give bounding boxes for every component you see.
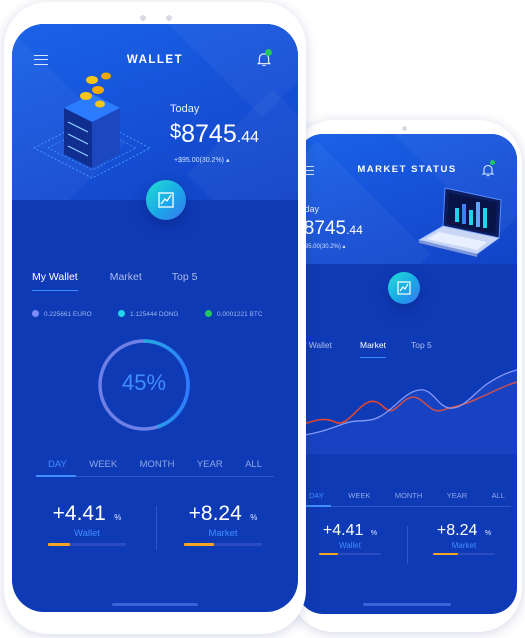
analytics-button[interactable] — [146, 180, 186, 220]
market-status-screen: MARKET STATUS Today $8745.44 +$95.00(30.… — [297, 134, 517, 614]
period-selector: DAY WEEK MONTH YEAR ALL — [48, 459, 262, 470]
period-divider — [303, 506, 511, 507]
balance-change: +$95.00(30.2%) ▴ — [174, 157, 230, 164]
period-all[interactable]: ALL — [245, 459, 262, 470]
period-all[interactable]: ALL — [491, 491, 505, 500]
progress-percent: 45% — [121, 370, 167, 395]
period-month[interactable]: MONTH — [139, 459, 175, 470]
progress-ring — [98, 339, 190, 431]
server-illustration — [33, 72, 151, 179]
period-day[interactable]: DAY — [48, 459, 67, 470]
tab-my-wallet[interactable]: My Wallet — [297, 340, 332, 350]
market-progress-bar — [433, 553, 495, 555]
wallet-screen: WALLET Today — [12, 24, 298, 612]
market-progress-bar — [184, 543, 262, 546]
currency-euro: 0.225661 EURO — [32, 310, 92, 318]
market-status-phone: MARKET STATUS Today $8745.44 +$95.00(30.… — [290, 120, 522, 632]
sensor-dot — [166, 15, 172, 21]
stat-divider — [407, 526, 408, 564]
notification-badge — [490, 160, 495, 165]
market-stat: +8.24 % Market — [168, 502, 278, 546]
period-active-indicator — [303, 505, 331, 507]
wallet-tabs: My Wallet Market Top 5 — [32, 271, 198, 291]
currency-btc: 0.0001221 BTC — [205, 310, 263, 318]
period-year[interactable]: YEAR — [446, 491, 468, 500]
page-title: MARKET STATUS — [357, 164, 457, 175]
laptop-illustration — [417, 187, 502, 257]
tab-top-5[interactable]: Top 5 — [410, 340, 432, 350]
period-month[interactable]: MONTH — [394, 491, 423, 500]
today-label: Today — [297, 204, 320, 214]
wallet-stat: +4.41 % Wallet — [32, 502, 142, 546]
notification-badge — [265, 49, 272, 56]
stat-divider — [156, 506, 157, 550]
wallet-hero — [12, 24, 298, 200]
tab-top-5[interactable]: Top 5 — [171, 271, 198, 283]
market-line-chart — [297, 369, 517, 454]
menu-icon[interactable] — [34, 55, 48, 65]
wallet-progress-bar — [319, 553, 381, 555]
tab-market[interactable]: Market — [360, 340, 386, 358]
period-day[interactable]: DAY — [309, 491, 324, 500]
balance-amount: $8745.44 — [170, 120, 259, 148]
camera-dot — [140, 15, 146, 21]
currency-dong: 1.125444 DONG — [118, 310, 178, 318]
balance-amount: $8745.44 — [297, 218, 363, 239]
camera-dot — [402, 126, 407, 131]
tab-market[interactable]: Market — [109, 271, 142, 283]
wallet-progress-bar — [48, 543, 126, 546]
chart-icon — [397, 281, 411, 295]
period-week[interactable]: WEEK — [348, 491, 371, 500]
dong-dot-icon — [118, 310, 125, 317]
home-indicator — [363, 603, 451, 606]
period-selector: DAY WEEK MONTH YEAR ALL — [309, 491, 505, 500]
period-divider — [36, 476, 274, 477]
today-label: Today — [170, 103, 200, 115]
analytics-button[interactable] — [388, 272, 420, 304]
chart-icon — [158, 192, 174, 208]
euro-dot-icon — [32, 310, 39, 317]
bell-icon[interactable] — [256, 51, 272, 67]
market-stat: +8.24 % Market — [419, 522, 509, 555]
period-active-indicator — [36, 475, 76, 477]
home-indicator — [112, 603, 198, 606]
menu-icon[interactable] — [304, 166, 314, 175]
page-title: WALLET — [126, 54, 184, 66]
wallet-phone: WALLET Today — [4, 2, 306, 634]
period-week[interactable]: WEEK — [89, 459, 118, 470]
btc-dot-icon — [205, 310, 212, 317]
market-tabs: My Wallet Market Top 5 — [297, 340, 432, 358]
balance-change: +$95.00(30.2%) ▴ — [298, 244, 346, 250]
wallet-stat: +4.41 % Wallet — [305, 522, 395, 555]
tab-my-wallet[interactable]: My Wallet — [32, 271, 78, 291]
period-year[interactable]: YEAR — [196, 459, 223, 470]
bell-icon[interactable] — [481, 163, 495, 177]
